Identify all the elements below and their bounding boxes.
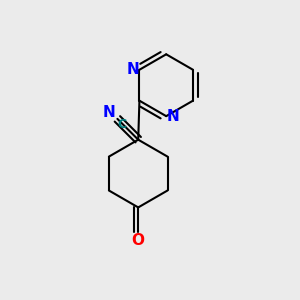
Text: N: N xyxy=(166,109,179,124)
Text: N: N xyxy=(127,62,139,77)
Text: N: N xyxy=(102,105,115,120)
Text: O: O xyxy=(132,233,145,248)
Text: C: C xyxy=(117,118,126,131)
